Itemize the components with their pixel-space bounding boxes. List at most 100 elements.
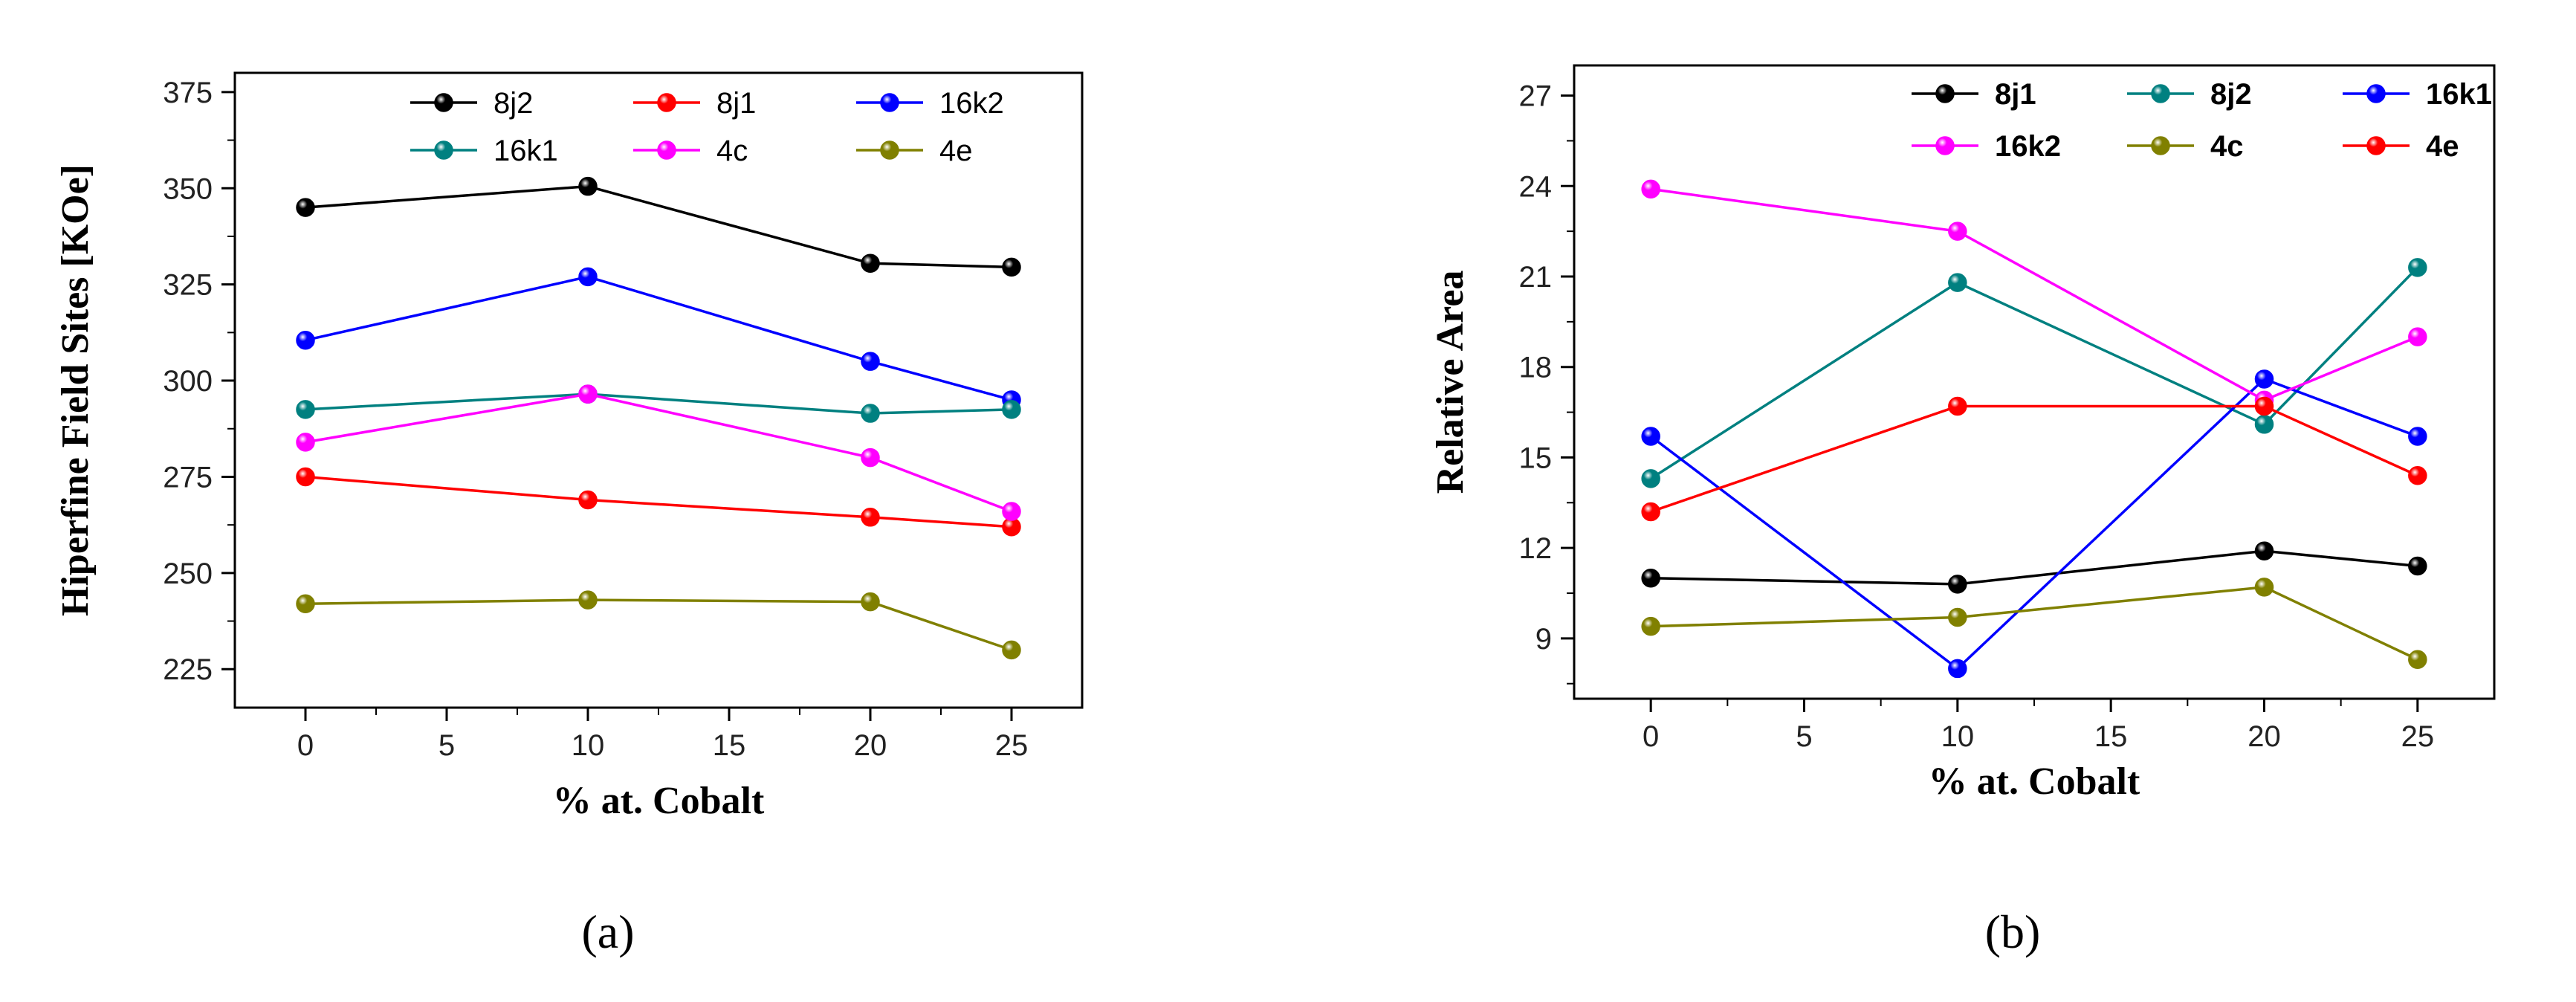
data-point-8j2 bbox=[578, 176, 598, 196]
legend-item-8j2: 8j2 bbox=[2127, 78, 2252, 111]
data-point-4e bbox=[2408, 466, 2427, 485]
legend-marker bbox=[2366, 84, 2386, 103]
legend: 8j2 8j1 16k2 16k1 4c 4e bbox=[410, 87, 1004, 167]
data-point-16k1 bbox=[861, 404, 880, 423]
legend-label: 4e bbox=[2426, 130, 2459, 163]
data-point-16k1 bbox=[1948, 659, 1967, 679]
legend-item-16k1: 16k1 bbox=[2343, 78, 2492, 111]
series-line-4e bbox=[1650, 404, 2418, 514]
series-line-8j2 bbox=[305, 184, 1012, 269]
legend-item-16k2: 16k2 bbox=[1912, 130, 2061, 163]
data-point-16k1 bbox=[1002, 400, 1021, 419]
legend-marker bbox=[657, 93, 676, 112]
legend-marker bbox=[1935, 136, 1955, 155]
legend-item-8j2: 8j2 bbox=[410, 87, 533, 120]
series-line-4c bbox=[1651, 586, 2418, 661]
data-point-16k1 bbox=[2408, 427, 2427, 446]
y-tick-label: 350 bbox=[163, 172, 213, 205]
legend: 8j1 8j2 16k1 16k2 4c 4e bbox=[1912, 78, 2492, 163]
series-4c bbox=[296, 384, 1021, 521]
data-point-4c bbox=[578, 384, 598, 404]
legend-item-8j1: 8j1 bbox=[633, 87, 756, 120]
data-point-4e bbox=[1948, 396, 1967, 416]
x-tick-label: 25 bbox=[995, 729, 1029, 762]
legend-item-16k1: 16k1 bbox=[410, 135, 558, 167]
x-tick-label: 0 bbox=[1643, 720, 1659, 753]
y-tick-label: 375 bbox=[163, 77, 213, 109]
chart-panel-b: 0 5 10 15 20 25 9 12 15 18 21 24 27 % at. Cobalt Relat… bbox=[1429, 64, 2496, 958]
data-point-8j1 bbox=[861, 508, 880, 527]
series-16k2 bbox=[296, 267, 1021, 410]
x-axis-title: % at. Cobalt bbox=[1929, 760, 2140, 803]
data-point-8j2 bbox=[2408, 258, 2427, 277]
legend-marker bbox=[880, 93, 899, 112]
x-tick-label: 5 bbox=[1796, 720, 1812, 753]
x-tick-label: 20 bbox=[854, 729, 887, 762]
legend-item-4e: 4e bbox=[856, 135, 973, 167]
series-16k2 bbox=[1641, 179, 2427, 410]
series-4e bbox=[1641, 396, 2427, 522]
data-point-4e bbox=[578, 590, 598, 610]
data-point-8j2 bbox=[2254, 415, 2274, 434]
y-tick-label: 325 bbox=[163, 269, 213, 302]
data-point-16k2 bbox=[1641, 179, 1660, 199]
data-point-8j2 bbox=[1641, 469, 1660, 488]
series-line-8j1 bbox=[305, 475, 1012, 529]
data-point-8j2 bbox=[861, 253, 880, 273]
data-point-16k2 bbox=[296, 330, 315, 350]
series-line-4e bbox=[305, 598, 1012, 652]
series-4c bbox=[1641, 578, 2427, 670]
data-point-16k2 bbox=[2408, 327, 2427, 346]
x-tick-label: 5 bbox=[438, 729, 455, 762]
y-tick-label: 250 bbox=[163, 557, 213, 590]
x-tick-label: 25 bbox=[2401, 720, 2435, 753]
x-tick-label: 0 bbox=[297, 729, 314, 762]
legend-label: 4c bbox=[716, 135, 748, 167]
x-tick-label: 10 bbox=[572, 729, 605, 762]
legend-marker bbox=[657, 140, 676, 160]
y-tick-label: 27 bbox=[1519, 80, 1553, 113]
legend-label: 8j2 bbox=[493, 87, 533, 120]
data-point-16k2 bbox=[1948, 222, 1967, 241]
panel-caption: (b) bbox=[1985, 905, 2041, 958]
legend-item-8j1: 8j1 bbox=[1912, 78, 2036, 111]
data-point-4c bbox=[2408, 650, 2427, 670]
y-tick-label: 300 bbox=[163, 365, 213, 398]
series-8j1 bbox=[296, 467, 1021, 537]
data-point-4c bbox=[861, 447, 880, 468]
panel-caption: (a) bbox=[581, 905, 634, 958]
legend-label: 8j2 bbox=[2210, 78, 2252, 111]
series-8j2 bbox=[1641, 258, 2427, 488]
y-tick-label: 275 bbox=[163, 461, 213, 494]
data-point-16k1 bbox=[2254, 369, 2274, 389]
x-tick-label: 15 bbox=[713, 729, 746, 762]
y-tick-label: 18 bbox=[1519, 352, 1553, 384]
legend-label: 16k2 bbox=[1995, 130, 2061, 163]
data-point-4c bbox=[296, 433, 315, 452]
y-tick-label: 21 bbox=[1519, 261, 1553, 294]
plot-frame bbox=[233, 71, 1084, 709]
y-tick-label: 225 bbox=[163, 653, 213, 686]
legend-marker bbox=[2366, 136, 2386, 155]
data-point-8j1 bbox=[1641, 568, 1660, 588]
legend-marker bbox=[2151, 136, 2170, 155]
data-point-8j1 bbox=[1948, 575, 1967, 594]
legend-label: 4e bbox=[939, 135, 973, 167]
data-point-8j1 bbox=[296, 467, 315, 487]
series-line-16k1 bbox=[1650, 377, 2418, 670]
series-8j2 bbox=[296, 176, 1021, 277]
data-point-8j1 bbox=[578, 490, 598, 510]
series-line-16k1 bbox=[305, 392, 1012, 415]
series-line-16k2 bbox=[1650, 187, 2418, 402]
legend-label: 16k1 bbox=[2426, 78, 2492, 111]
legend-item-4c: 4c bbox=[2127, 130, 2244, 163]
series-16k1 bbox=[296, 384, 1021, 423]
legend-label: 16k2 bbox=[939, 87, 1004, 120]
legend-marker bbox=[2151, 84, 2170, 103]
data-point-4e bbox=[2254, 396, 2274, 416]
legend-label: 4c bbox=[2210, 130, 2244, 163]
data-point-4c bbox=[1948, 607, 1967, 627]
y-tick-label: 24 bbox=[1519, 170, 1553, 203]
data-point-8j1 bbox=[2408, 556, 2427, 576]
